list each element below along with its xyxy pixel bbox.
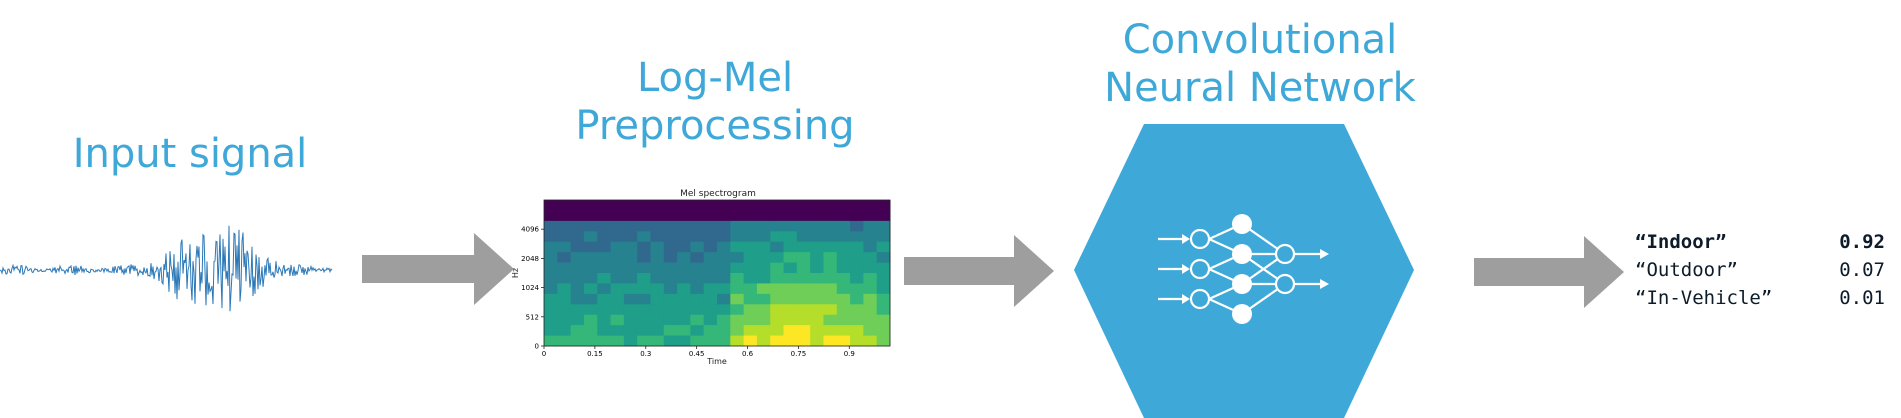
x-tick-label: 0.15 — [587, 350, 603, 358]
result-score: 0.92 — [1839, 231, 1885, 253]
input-waveform — [0, 225, 333, 312]
spectrogram-title: Mel spectrogram — [680, 189, 756, 199]
result-score: 0.01 — [1839, 287, 1885, 309]
spectrogram-xlabel: Time — [706, 357, 727, 366]
spectrogram-plot — [544, 200, 891, 347]
y-tick-label: 4096 — [521, 226, 539, 234]
y-tick-label: 512 — [526, 313, 539, 321]
logmel-title: Log-Mel Preprocessing — [575, 55, 855, 149]
classification-results: “Indoor” 0.92 “Outdoor” 0.07 “In-Vehicle… — [1635, 228, 1885, 312]
cnn-hexagon — [1074, 124, 1414, 418]
result-row-indoor: “Indoor” 0.92 — [1635, 228, 1885, 256]
arrow-1 — [362, 233, 514, 305]
x-tick-label: 0.45 — [689, 350, 705, 358]
mel-spectrogram: Mel spectrogram 0 0.15 0.3 0.45 0.6 0.75 0.9 0… — [511, 189, 891, 366]
y-tick-label: 2048 — [521, 255, 539, 263]
x-tick-label: 0.75 — [791, 350, 807, 358]
y-tick-label: 1024 — [521, 284, 539, 292]
cnn-title: Convolutional Neural Network — [1104, 17, 1416, 111]
result-label: “Outdoor” — [1635, 259, 1738, 281]
result-row-outdoor: “Outdoor” 0.07 — [1635, 256, 1885, 284]
result-row-in-vehicle: “In-Vehicle” 0.01 — [1635, 284, 1885, 312]
x-tick-label: 0.9 — [844, 350, 855, 358]
arrow-3 — [1474, 236, 1624, 308]
spectrogram-y-ticks: 0 512 1024 2048 4096 — [521, 226, 544, 351]
x-tick-label: 0.3 — [640, 350, 651, 358]
result-label: “In-Vehicle” — [1635, 287, 1773, 309]
arrow-2 — [904, 235, 1054, 307]
result-score: 0.07 — [1839, 259, 1885, 281]
y-tick-label: 0 — [535, 343, 539, 351]
neural-network-icon — [1158, 214, 1329, 324]
x-tick-label: 0 — [542, 350, 546, 358]
result-label: “Indoor” — [1635, 231, 1727, 253]
spectrogram-x-ticks: 0 0.15 0.3 0.45 0.6 0.75 0.9 — [542, 346, 855, 358]
input-signal-title: Input signal — [72, 131, 308, 177]
spectrogram-ylabel: Hz — [511, 268, 520, 278]
x-tick-label: 0.6 — [742, 350, 754, 358]
